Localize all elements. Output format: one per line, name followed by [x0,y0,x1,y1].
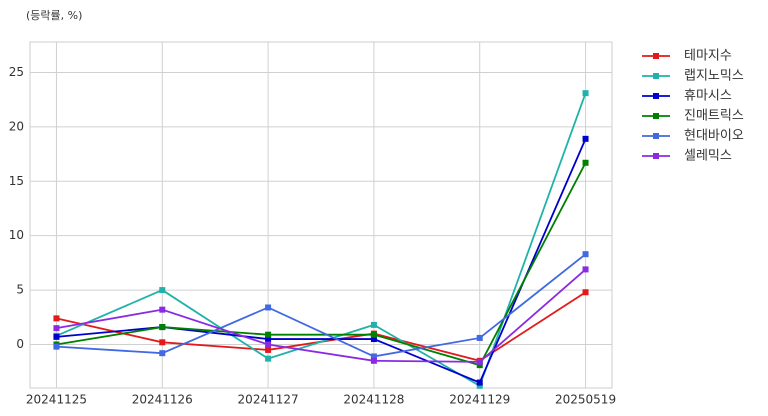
series-line [56,92,587,388]
point [476,358,483,365]
legend-marker [653,133,659,139]
subtitle: (등락률, %) [26,9,82,22]
legend-label: 현대바이오 [684,129,744,144]
y-tick-label: 15 [9,174,24,188]
y-tick-label: 20 [9,119,24,133]
x-tick-label: 20241128 [343,393,404,407]
point [582,266,589,273]
legend-marker [653,153,659,159]
y-tick-label: 0 [16,337,24,351]
legend-label: 셀레믹스 [684,149,732,164]
legend-label: 테마지수 [684,49,732,64]
y-tick-label: 25 [9,65,24,79]
point [53,315,60,322]
legend-marker [653,93,659,99]
legend-label: 랩지노믹스 [684,69,744,84]
point [265,304,272,311]
point [53,343,60,350]
point [370,336,377,343]
y-tick-label: 5 [16,283,24,297]
x-tick-label: 20241129 [449,393,510,407]
point [53,325,60,332]
series-line [56,268,587,363]
x-tick-label: 20241127 [238,393,299,407]
series-line [56,162,587,367]
series-line [56,138,587,384]
point [476,334,483,341]
point [265,336,272,343]
point [476,379,483,386]
legend-label: 휴마시스 [684,89,732,104]
legend-marker [653,73,659,79]
plot-frame [29,41,613,389]
point [265,331,272,338]
point [476,382,483,389]
legend-label: 진매트릭스 [684,109,744,124]
point [265,355,272,362]
y-tick-label: 10 [9,228,24,242]
legend-marker [653,53,659,59]
legend-marker [653,113,659,119]
point [159,287,166,294]
series-line [56,253,587,358]
point [159,306,166,313]
point [265,346,272,353]
point [582,90,589,97]
point [582,135,589,142]
point [159,324,166,331]
point [370,321,377,328]
point [582,251,589,258]
point [370,353,377,360]
x-tick-label: 20241125 [26,393,87,407]
x-tick-label: 20241126 [132,393,193,407]
point [476,362,483,369]
point [159,339,166,346]
point [265,341,272,348]
point [159,350,166,357]
point [370,331,377,338]
point [53,333,60,340]
point [582,289,589,296]
point [582,159,589,166]
x-tick-label: 20250519 [555,393,616,407]
point [370,357,377,364]
